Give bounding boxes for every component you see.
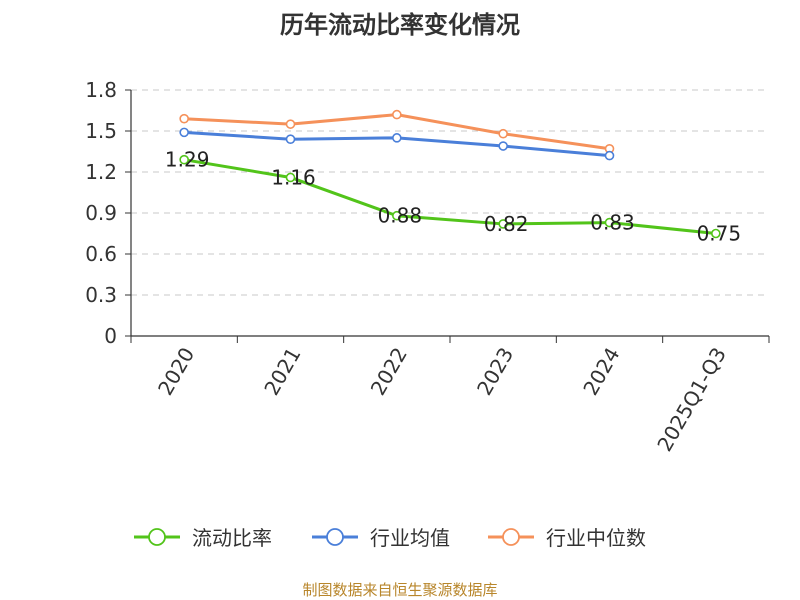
source-note: 制图数据来自恒生聚源数据库 <box>302 581 497 599</box>
data-point <box>179 113 189 124</box>
y-tick-label: 1.5 <box>85 119 117 143</box>
data-point <box>392 210 402 221</box>
legend-label: 流动比率 <box>192 526 272 550</box>
data-point <box>604 217 615 228</box>
series-line <box>183 158 716 235</box>
data-point <box>392 133 402 143</box>
y-tick-label: 1.2 <box>85 160 117 184</box>
data-point <box>711 228 721 239</box>
data-point <box>498 141 508 151</box>
legend-label: 行业中位数 <box>546 526 646 550</box>
legend-marker <box>502 528 520 546</box>
x-tick-label: 2021 <box>259 343 305 399</box>
legend-marker <box>326 528 344 546</box>
data-label: 0.83 <box>590 211 635 235</box>
data-point <box>604 150 615 161</box>
data-point <box>179 127 189 138</box>
data-point <box>392 109 402 120</box>
y-tick-label: 0 <box>104 324 117 348</box>
chart-title: 历年流动比率变化情况 <box>280 11 520 39</box>
x-tick-label: 2020 <box>153 343 199 399</box>
y-tick-label: 0.9 <box>85 201 117 225</box>
data-label: 0.88 <box>378 204 423 228</box>
data-point <box>498 219 508 229</box>
data-point <box>179 154 189 165</box>
legend-item[interactable]: 流动比率 <box>134 526 272 550</box>
data-point <box>285 119 296 129</box>
legend-label: 行业均值 <box>370 526 450 550</box>
legend-marker <box>148 528 166 546</box>
data-label: 1.29 <box>165 148 210 172</box>
legend[interactable]: 流动比率 行业均值 行业中位数 <box>134 526 646 550</box>
x-tick-label: 2023 <box>472 343 518 399</box>
series-line <box>184 113 610 151</box>
series-group: 1.29 1.16 0.88 0.82 0.83 0.75 <box>165 109 742 246</box>
y-tick-label: 1.8 <box>85 78 117 102</box>
legend-item[interactable]: 行业中位数 <box>488 526 646 550</box>
data-point <box>285 134 296 144</box>
y-tick-label: 0.3 <box>85 283 117 307</box>
data-label: 1.16 <box>271 165 316 189</box>
grid-lines <box>131 89 769 296</box>
data-point <box>285 172 296 183</box>
y-tick-label: 0.6 <box>85 242 117 266</box>
data-label: 0.75 <box>697 222 742 246</box>
legend-item[interactable]: 行业均值 <box>312 526 450 550</box>
data-point <box>498 128 508 139</box>
data-label: 0.82 <box>484 212 529 236</box>
x-tick-label: 2024 <box>578 343 624 399</box>
x-tick-label: 2025Q1-Q3 <box>652 343 731 455</box>
x-tick-label: 2022 <box>366 343 412 399</box>
